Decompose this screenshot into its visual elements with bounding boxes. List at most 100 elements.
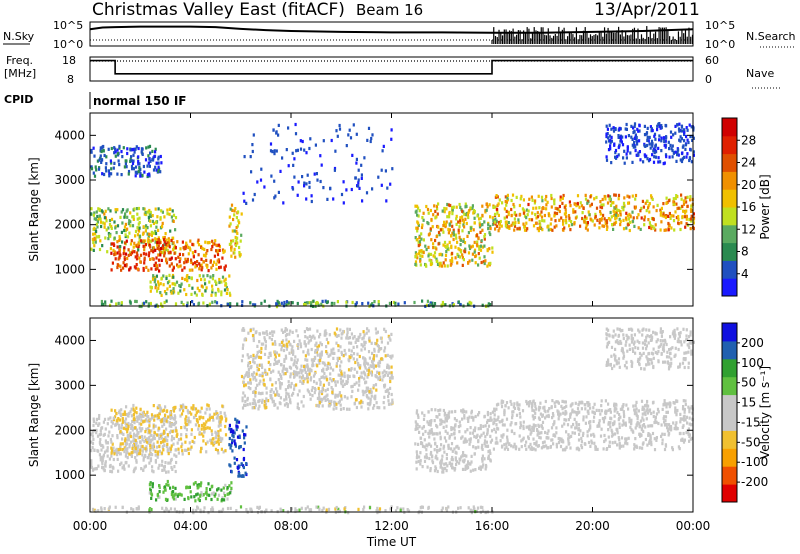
power-panel-pixel: [637, 153, 640, 157]
power-panel-pixel: [99, 154, 102, 158]
power-panel-pixel: [653, 151, 656, 155]
power-panel-pixel: [154, 207, 157, 211]
power-panel-pixel: [200, 263, 203, 267]
velocity-panel-pixel: [140, 422, 143, 426]
power-panel-pixel: [157, 165, 160, 169]
power-panel-pixel: [294, 132, 298, 136]
velocity-panel-pixel: [130, 414, 133, 418]
velocity-panel-pixel: [394, 509, 398, 513]
velocity-panel-pixel: [177, 438, 180, 442]
velocity-panel-pixel: [105, 441, 108, 445]
power-panel-pixel: [204, 254, 207, 258]
velocity-panel-pixel: [439, 408, 442, 412]
power-panel-pixel: [98, 158, 101, 162]
velocity-panel-pixel: [596, 424, 599, 428]
velocity-panel-pixel: [216, 412, 219, 416]
power-panel-pixel: [234, 207, 237, 211]
power-panel-pixel: [93, 226, 96, 230]
velocity-panel-pixel: [286, 345, 289, 349]
velocity-panel-pixel: [324, 389, 327, 393]
power-panel-pixel: [169, 207, 172, 211]
velocity-panel-pixel: [590, 433, 593, 437]
power-panel-pixel: [679, 139, 682, 143]
power-panel-pixel: [533, 201, 536, 205]
velocity-panel-pixel: [262, 378, 265, 382]
power-panel-pixel: [579, 201, 582, 205]
velocity-panel-pixel: [511, 413, 514, 417]
velocity-panel-pixel: [229, 506, 232, 510]
velocity-panel-pixel: [552, 414, 555, 418]
power-panel-pixel: [610, 215, 613, 219]
power-panel-pixel: [643, 215, 646, 219]
velocity-panel-pixel: [328, 333, 331, 337]
velocity-panel-pixel: [495, 423, 498, 427]
power-panel-pixel: [166, 243, 169, 247]
power-panel-pixel: [647, 204, 650, 208]
velocity-panel-pixel: [117, 469, 120, 473]
power-panel-pixel: [427, 254, 430, 258]
velocity-panel-pixel: [363, 343, 366, 347]
velocity-panel-pixel: [173, 507, 176, 511]
power-panel-pixel: [134, 174, 137, 178]
power-panel-pixel: [686, 128, 689, 132]
power-panel-pixel: [294, 122, 297, 127]
velocity-panel-pixel: [369, 387, 372, 392]
velocity-panel-pixel: [690, 436, 694, 440]
power-panel-pixel: [110, 299, 113, 303]
power-panel-pixel: [449, 259, 452, 263]
power-panel-pixel: [633, 129, 636, 133]
power-panel-pixel: [660, 220, 663, 224]
velocity-panel-pixel: [265, 508, 268, 512]
power-panel-pixel: [581, 211, 584, 215]
power-panel-pixel: [611, 223, 614, 227]
power-panel-pixel: [438, 233, 441, 237]
velocity-panel-pixel: [92, 419, 95, 424]
power-panel-pixel: [636, 216, 639, 220]
velocity-panel-pixel: [138, 426, 141, 430]
velocity-panel-pixel: [582, 418, 585, 422]
power-panel-pixel: [116, 148, 119, 152]
power-panel-pixel: [165, 245, 168, 249]
velocity-panel-pixel: [418, 430, 421, 434]
velocity-panel-pixel: [235, 424, 238, 428]
velocity-panel-pixel: [543, 405, 546, 409]
velocity-panel-pixel: [212, 491, 215, 495]
power-panel-pixel: [648, 221, 651, 225]
velocity-panel-pixel: [486, 444, 490, 448]
power-panel-pixel: [684, 143, 687, 147]
power-panel-pixel: [462, 220, 465, 224]
velocity-panel-pixel: [529, 432, 532, 436]
velocity-panel-pixel: [93, 448, 96, 452]
velocity-panel-pixel: [584, 442, 587, 446]
power-panel-pixel: [614, 148, 618, 153]
power-panel-pixel: [159, 282, 162, 286]
power-panel-pixel: [614, 193, 617, 197]
power-panel-pixel: [236, 236, 239, 240]
power-panel-pixel: [635, 139, 638, 143]
power-panel-pixel: [426, 299, 429, 303]
power-panel-pixel: [607, 194, 610, 198]
power-panel-pixel: [513, 217, 516, 221]
velocity-panel-pixel: [600, 404, 603, 408]
velocity-panel-pixel: [207, 418, 210, 422]
power-panel-pixel: [131, 161, 135, 165]
velocity-panel-pixel: [454, 466, 457, 471]
velocity-panel-pixel: [534, 448, 537, 452]
velocity-panel-pixel: [418, 425, 421, 429]
velocity-panel-pixel: [306, 372, 309, 377]
power-panel-pixel: [671, 155, 674, 159]
power-panel-pixel: [342, 201, 345, 205]
velocity-panel-pixel: [546, 431, 549, 436]
velocity-panel-pixel: [547, 436, 550, 440]
velocity-panel-pixel: [518, 403, 521, 407]
velocity-panel-pixel: [473, 508, 476, 512]
velocity-panel-pixel: [124, 442, 127, 446]
power-panel-pixel: [217, 249, 220, 253]
power-panel-pixel: [579, 224, 582, 228]
power-panel-pixel: [162, 274, 165, 278]
velocity-panel-pixel: [172, 497, 176, 501]
velocity-panel-pixel: [144, 454, 147, 459]
velocity-panel-pixel: [521, 409, 525, 413]
velocity-panel-pixel: [509, 399, 512, 404]
velocity-panel-pixel: [161, 459, 164, 463]
